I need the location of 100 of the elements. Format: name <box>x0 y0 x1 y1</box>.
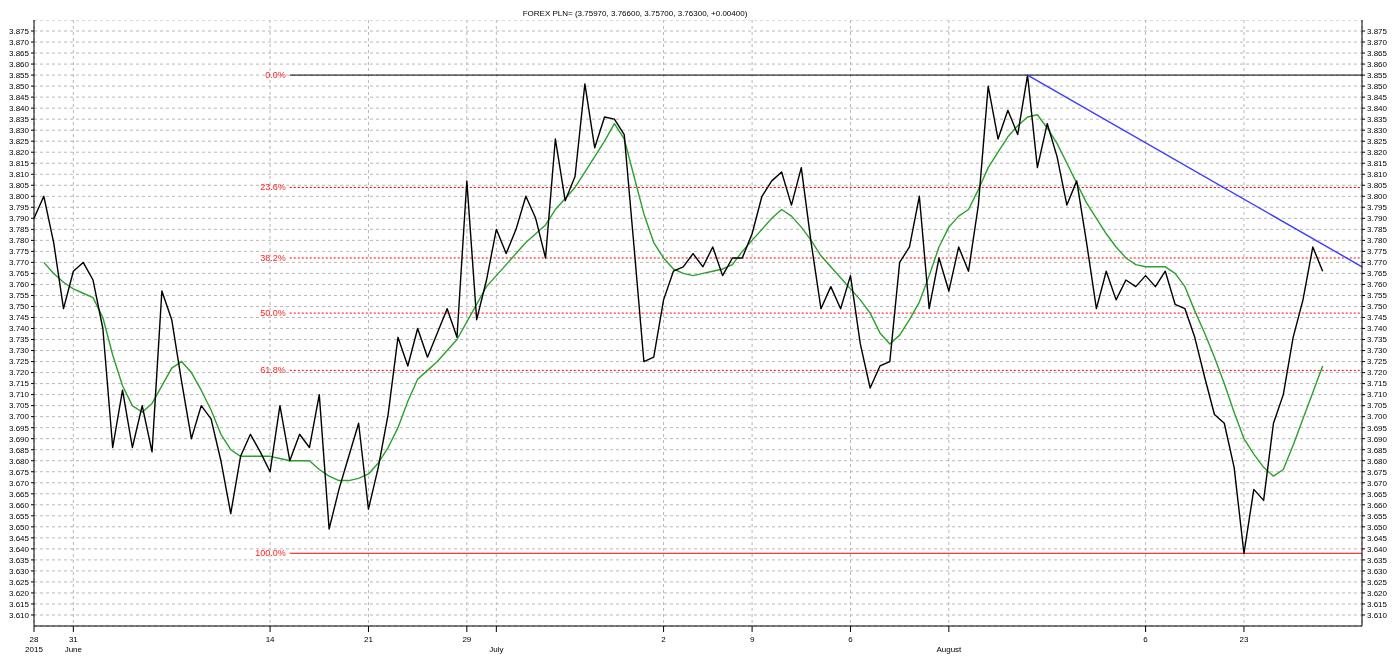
y-tick-label: 3.680 <box>8 456 30 466</box>
y-tick-label: 3.795 <box>8 203 30 213</box>
y-tick-label: 3.835 <box>8 115 30 124</box>
y-tick-label: 3.820 <box>8 148 30 158</box>
y2-tick-label: 3.690 <box>1367 434 1388 444</box>
y-tick-label: 3.815 <box>8 159 30 169</box>
y-tick-label: 3.810 <box>8 170 30 180</box>
y2-tick-label: 3.725 <box>1367 357 1388 367</box>
x-tick-label: 9 <box>749 635 755 644</box>
y-tick-label: 3.655 <box>8 511 30 521</box>
y-tick-label: 3.720 <box>8 368 30 378</box>
y-tick-label: 3.700 <box>8 412 30 422</box>
y2-tick-label: 3.785 <box>1367 225 1388 235</box>
y2-tick-label: 3.670 <box>1367 478 1388 488</box>
y2-tick-label: 3.695 <box>1367 423 1388 433</box>
y-tick-label: 3.675 <box>8 467 30 477</box>
y-tick-label: 3.615 <box>8 599 30 609</box>
y-tick-label: 3.860 <box>8 59 30 69</box>
y2-tick-label: 3.875 <box>1367 26 1388 36</box>
y-tick-label: 3.695 <box>8 423 30 433</box>
y-tick-label: 3.785 <box>8 225 30 235</box>
y2-tick-label: 3.830 <box>1367 126 1388 136</box>
y-tick-label: 3.625 <box>8 577 30 587</box>
y2-tick-label: 3.735 <box>1367 335 1388 345</box>
y2-tick-label: 3.700 <box>1367 412 1388 422</box>
series-label: 38.2% <box>260 252 286 263</box>
y-tick-label: 3.850 <box>8 81 30 91</box>
series-label: 61.8% <box>260 365 286 376</box>
y-tick-label: 3.670 <box>8 478 30 488</box>
x-tick-label: August <box>936 645 963 654</box>
y2-tick-label: 3.845 <box>1367 92 1388 102</box>
x-tick-label: 29 <box>462 635 472 644</box>
y2-tick-label: 3.650 <box>1367 522 1388 532</box>
y-tick-label: 3.755 <box>8 291 30 301</box>
y-tick-label: 3.805 <box>8 181 30 191</box>
y-tick-label: 3.825 <box>8 137 30 147</box>
y2-tick-label: 3.705 <box>1367 401 1388 411</box>
y2-tick-label: 3.835 <box>1367 115 1388 124</box>
series-label: 23.6% <box>260 182 286 193</box>
y2-tick-label: 3.710 <box>1367 390 1388 400</box>
y2-tick-label: 3.770 <box>1367 258 1388 268</box>
y2-tick-label: 3.815 <box>1367 159 1388 169</box>
y-tick-label: 3.735 <box>8 335 30 345</box>
y2-tick-label: 3.720 <box>1367 368 1388 378</box>
chart-title: FOREX PLN= (3.75970, 3.76600, 3.75700, 3.76300, +0.00400) <box>521 8 749 20</box>
y2-tick-label: 3.680 <box>1367 456 1388 466</box>
y-tick-label: 3.650 <box>8 522 30 532</box>
y-tick-label: 3.790 <box>8 214 30 224</box>
x-tick-label: 21 <box>364 635 374 644</box>
series-label: 50.0% <box>260 308 286 319</box>
y2-tick-label: 3.665 <box>1367 489 1388 499</box>
x-tick-label: 6 <box>1143 635 1149 644</box>
y2-tick-label: 3.745 <box>1367 313 1388 323</box>
y2-tick-label: 3.635 <box>1367 555 1388 565</box>
y-tick-label: 3.620 <box>8 588 30 598</box>
y-tick-label: 3.865 <box>8 48 30 58</box>
y2-tick-label: 3.740 <box>1367 324 1388 334</box>
x-tick-label: 6 <box>848 635 854 644</box>
y-tick-label: 3.870 <box>8 37 30 47</box>
y2-tick-label: 3.730 <box>1367 346 1388 356</box>
y-tick-label: 3.685 <box>8 445 30 455</box>
y-tick-label: 3.635 <box>8 555 30 565</box>
y2-tick-label: 3.715 <box>1367 379 1388 389</box>
y2-tick-label: 3.640 <box>1367 544 1388 554</box>
y-tick-label: 3.715 <box>8 379 30 389</box>
y2-tick-label: 3.865 <box>1367 48 1388 58</box>
y2-tick-label: 3.655 <box>1367 511 1388 521</box>
y2-tick-label: 3.840 <box>1367 103 1388 113</box>
y2-tick-label: 3.860 <box>1367 59 1388 69</box>
y-tick-label: 3.745 <box>8 313 30 323</box>
y-tick-label: 3.760 <box>8 280 30 290</box>
x-tick-label: 28 2015 <box>25 635 44 654</box>
y2-tick-label: 3.805 <box>1367 181 1388 191</box>
y2-tick-label: 3.755 <box>1367 291 1388 301</box>
y2-tick-label: 3.760 <box>1367 280 1388 290</box>
y-tick-label: 3.855 <box>8 70 30 80</box>
series-label: 100.0% <box>255 548 286 559</box>
y2-tick-label: 3.825 <box>1367 137 1388 147</box>
y-tick-label: 3.845 <box>8 92 30 102</box>
y2-tick-label: 3.610 <box>1367 610 1388 620</box>
y-tick-label: 3.645 <box>8 533 30 543</box>
y-tick-label: 3.640 <box>8 544 30 554</box>
y2-tick-label: 3.615 <box>1367 599 1388 609</box>
y-tick-label: 3.775 <box>8 247 30 257</box>
y-tick-label: 3.830 <box>8 126 30 136</box>
y-tick-label: 3.610 <box>8 610 30 620</box>
y2-tick-label: 3.775 <box>1367 247 1388 257</box>
y-tick-label: 3.705 <box>8 401 30 411</box>
y2-tick-label: 3.685 <box>1367 445 1388 455</box>
y2-tick-label: 3.820 <box>1367 148 1388 158</box>
y-tick-label: 3.875 <box>8 26 30 36</box>
y-tick-label: 3.725 <box>8 357 30 367</box>
y-tick-label: 3.630 <box>8 566 30 576</box>
x-tick-label: 2 <box>661 635 667 644</box>
x-tick-label: July <box>489 645 504 654</box>
y2-tick-label: 3.620 <box>1367 588 1388 598</box>
y2-tick-label: 3.790 <box>1367 214 1388 224</box>
y2-tick-label: 3.800 <box>1367 192 1388 202</box>
y-tick-label: 3.780 <box>8 236 30 246</box>
y2-tick-label: 3.780 <box>1367 236 1388 246</box>
